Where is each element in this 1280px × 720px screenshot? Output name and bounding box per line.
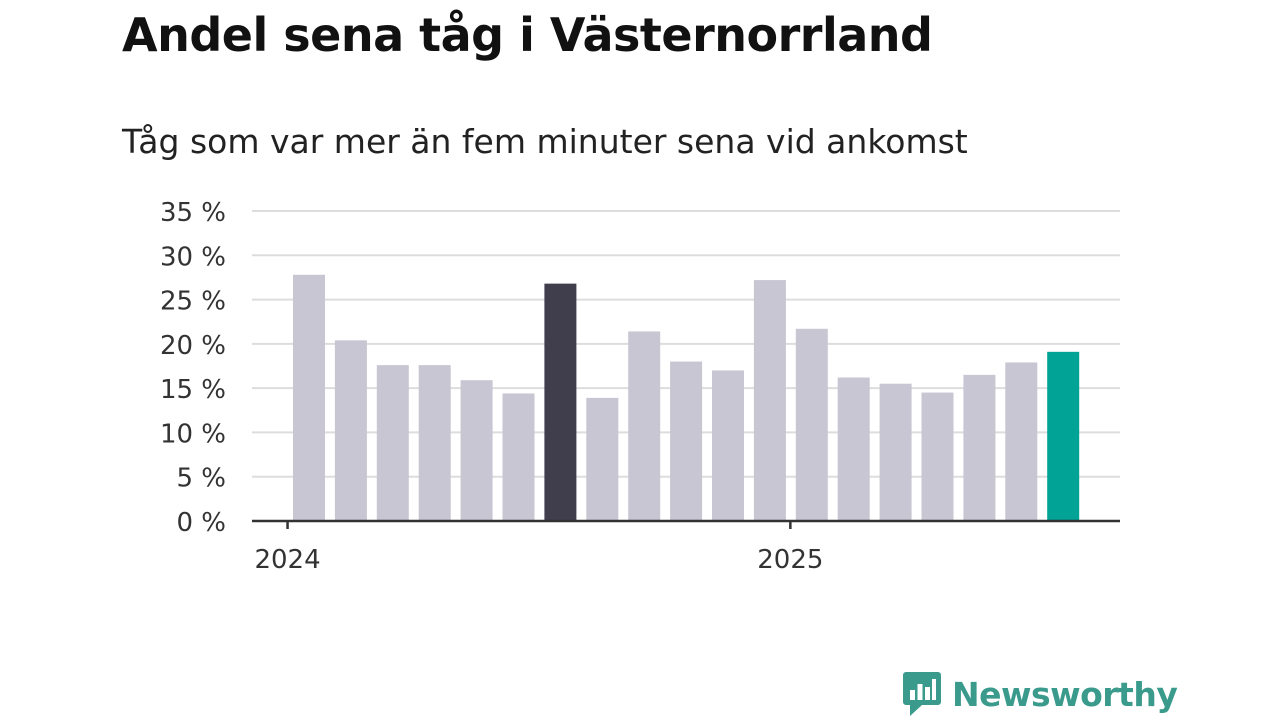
bar [418, 365, 451, 521]
bar [628, 331, 661, 521]
chart-subtitle: Tåg som var mer än fem minuter sena vid … [122, 122, 968, 161]
y-tick-label: 35 % [160, 198, 226, 228]
y-tick-label: 15 % [160, 375, 226, 405]
bar [670, 361, 703, 521]
y-tick-label: 0 % [176, 508, 226, 538]
y-tick-label: 20 % [160, 331, 226, 361]
x-tick-label: 2024 [254, 545, 320, 575]
bar [586, 397, 619, 521]
bar [837, 377, 870, 521]
bar [334, 340, 367, 521]
chart-title: Andel sena tåg i Västernorrland [122, 8, 933, 62]
bar [963, 374, 996, 521]
y-tick-label: 25 % [160, 287, 226, 317]
bar [460, 380, 493, 521]
bar [753, 280, 786, 521]
bar-chart-speech-bubble-icon [903, 672, 941, 716]
bar [1047, 351, 1080, 521]
brand-name: Newsworthy [952, 674, 1178, 714]
y-tick-label: 10 % [160, 419, 226, 449]
bar [712, 370, 744, 521]
x-tick-label: 2025 [757, 545, 823, 575]
bar [502, 393, 535, 521]
bar [293, 274, 325, 521]
bar [921, 392, 954, 521]
bar [879, 383, 912, 521]
y-tick-label: 30 % [160, 242, 226, 272]
bar [544, 283, 577, 521]
bar [795, 328, 828, 521]
bar [376, 365, 409, 521]
newsworthy-logo: Newsworthy [902, 670, 1178, 718]
bar [1005, 362, 1038, 521]
y-tick-label: 5 % [176, 464, 226, 494]
